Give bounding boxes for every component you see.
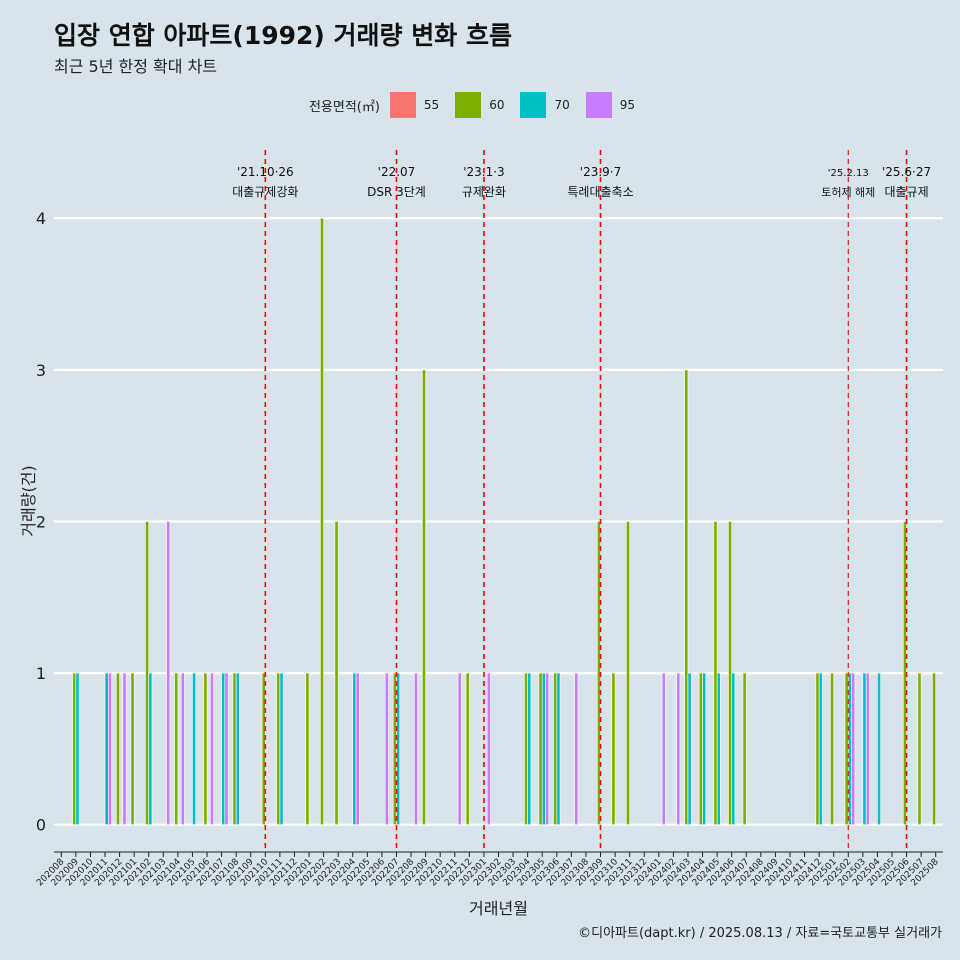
bar-70-202404 bbox=[702, 672, 707, 826]
y-tick-label-4: 4 bbox=[36, 209, 46, 228]
bar-95-202204 bbox=[355, 672, 360, 826]
legend-swatch-95 bbox=[585, 92, 612, 118]
bar-60-202209 bbox=[422, 369, 426, 826]
legend-label-70: 70 bbox=[554, 98, 570, 112]
event-label-3: 특례대출축소 bbox=[567, 185, 633, 199]
event-label-0: 대출규제강화 bbox=[232, 185, 298, 199]
bar-60-202009 bbox=[72, 672, 77, 826]
bar-95-202401 bbox=[661, 672, 666, 826]
bar-95-202107 bbox=[224, 672, 229, 826]
legend-item-70: 70 bbox=[520, 92, 577, 118]
legend-swatch-60 bbox=[455, 92, 482, 118]
bar-95-202211 bbox=[457, 672, 462, 826]
bar-70-202105 bbox=[192, 672, 197, 826]
bar-60-202407 bbox=[742, 672, 747, 826]
bar-60-202203 bbox=[334, 521, 339, 826]
bar-70-202108 bbox=[235, 672, 240, 826]
bar-60-202304 bbox=[524, 672, 528, 826]
event-date-2: '23.1·3 bbox=[463, 165, 504, 179]
event-label-2: 규제완화 bbox=[462, 185, 506, 199]
bar-60-202212 bbox=[465, 672, 470, 826]
bar-60-202412 bbox=[815, 672, 820, 826]
bar-70-202102 bbox=[148, 672, 153, 826]
bar-70-202406 bbox=[731, 672, 736, 826]
bar-70-202011 bbox=[104, 672, 109, 826]
bar-60-202104 bbox=[174, 672, 179, 826]
bar-70-202304 bbox=[527, 672, 532, 826]
bar-60-202012 bbox=[116, 672, 120, 826]
legend-title: 전용면적(㎡) bbox=[308, 99, 380, 115]
bar-70-202504 bbox=[877, 672, 881, 826]
bar-70-202009 bbox=[75, 672, 80, 826]
bar-60-202108 bbox=[232, 672, 237, 826]
chart-subtitle: 최근 5년 한정 확대 차트 bbox=[54, 57, 218, 76]
y-tick-label-1: 1 bbox=[36, 664, 46, 683]
event-label-4: 토허제 해제 bbox=[821, 185, 875, 199]
legend-swatch-55 bbox=[389, 92, 416, 118]
bar-60-202404 bbox=[698, 672, 703, 826]
bar-60-202306 bbox=[553, 672, 558, 826]
bar-95-202402 bbox=[676, 672, 681, 826]
bar-70-202111 bbox=[279, 672, 284, 826]
legend-item-55: 55 bbox=[389, 92, 447, 118]
bar-60-202201 bbox=[305, 672, 310, 826]
event-date-5: '25.6·27 bbox=[882, 165, 931, 179]
bar-95-202012 bbox=[122, 672, 127, 826]
bar-95-202502 bbox=[851, 672, 856, 826]
event-label-1: DSR 3단계 bbox=[367, 185, 426, 199]
bar-70-202305 bbox=[541, 672, 546, 826]
event-label-5: 대출규제 bbox=[884, 185, 928, 199]
bar-60-202507 bbox=[917, 672, 922, 826]
legend-label-95: 95 bbox=[619, 98, 636, 112]
event-date-4: '25.2.13 bbox=[828, 168, 869, 179]
event-date-0: '21.10·26 bbox=[237, 165, 294, 179]
bar-60-202403 bbox=[684, 369, 689, 826]
bar-95-202011 bbox=[107, 672, 112, 826]
bar-95-202301 bbox=[486, 672, 491, 826]
legend-label-55: 55 bbox=[423, 98, 440, 112]
source-caption: ©디아파트(dapt.kr) / 2025.08.13 / 자료=국토교통부 실… bbox=[578, 926, 942, 941]
legend: 전용면적(㎡) 55 60 70 95 bbox=[0, 92, 960, 118]
bar-70-202204 bbox=[352, 672, 357, 826]
y-tick-label-0: 0 bbox=[36, 816, 46, 835]
bar-60-202106 bbox=[203, 672, 208, 826]
legend-item-95: 95 bbox=[585, 92, 643, 118]
bar-95-202305 bbox=[545, 672, 550, 826]
bar-60-202405 bbox=[713, 521, 718, 826]
bar-95-202104 bbox=[180, 672, 185, 826]
bar-60-202202 bbox=[320, 217, 324, 826]
bar-70-202306 bbox=[556, 672, 561, 826]
bar-70-202403 bbox=[687, 672, 692, 826]
y-tick-label-2: 2 bbox=[36, 512, 46, 531]
bar-95-202307 bbox=[574, 672, 579, 826]
event-date-3: '23.9·7 bbox=[580, 165, 621, 179]
bar-60-202501 bbox=[830, 672, 834, 826]
event-date-1: '22.07 bbox=[378, 165, 416, 179]
bar-60-202310 bbox=[611, 672, 616, 826]
bar-60-202406 bbox=[728, 521, 732, 826]
bar-70-202107 bbox=[221, 672, 226, 826]
bar-95-202503 bbox=[865, 672, 870, 826]
y-tick-label-3: 3 bbox=[36, 361, 46, 380]
bar-70-202405 bbox=[716, 672, 721, 826]
y-axis-title: 거래량(건) bbox=[19, 465, 38, 536]
legend-swatch-70 bbox=[520, 92, 547, 118]
bar-60-202102 bbox=[145, 521, 150, 826]
x-axis-title: 거래년월 bbox=[469, 899, 528, 918]
bar-95-202103 bbox=[166, 521, 171, 826]
bar-60-202305 bbox=[538, 672, 543, 826]
bar-60-202311 bbox=[626, 521, 630, 826]
bar-95-202206 bbox=[384, 672, 389, 826]
bar-70-202412 bbox=[818, 672, 823, 826]
bar-95-202106 bbox=[210, 672, 214, 826]
bar-70-202503 bbox=[862, 672, 867, 826]
bar-95-202208 bbox=[414, 672, 418, 826]
legend-item-60: 60 bbox=[455, 92, 512, 118]
bar-60-202508 bbox=[932, 672, 937, 826]
bar-60-202101 bbox=[130, 672, 135, 826]
bar-60-202111 bbox=[276, 672, 281, 826]
legend-label-60: 60 bbox=[489, 98, 505, 112]
chart-title: 입장 연합 아파트(1992) 거래량 변화 흐름 bbox=[54, 21, 512, 50]
